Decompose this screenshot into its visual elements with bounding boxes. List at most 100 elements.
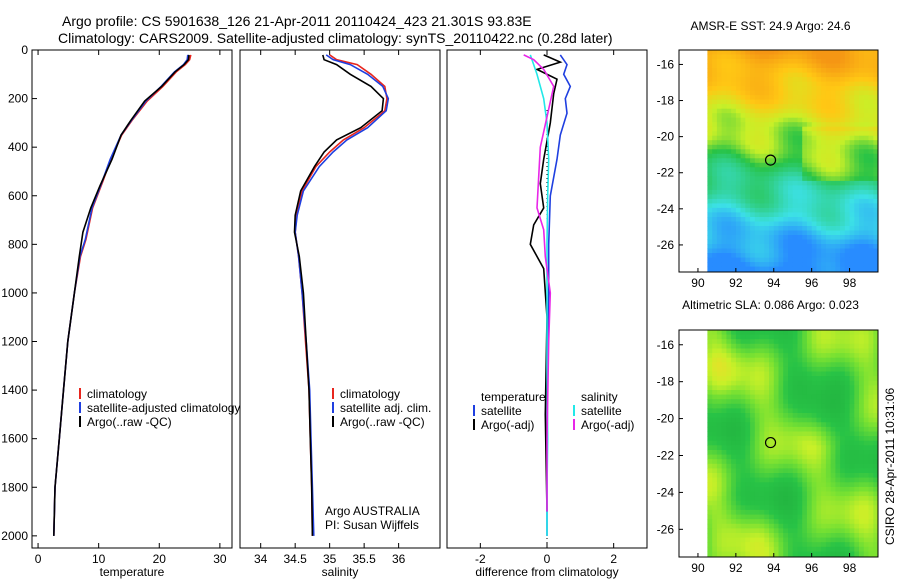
heatmap-cell <box>735 339 742 345</box>
heatmap-cell <box>726 126 732 132</box>
heatmap-cell <box>844 63 850 69</box>
heatmap-cell <box>792 113 798 119</box>
heatmap-cell <box>821 54 827 60</box>
heatmap-cell <box>731 519 737 525</box>
heatmap-cell <box>745 162 751 168</box>
heatmap-cell <box>769 496 775 502</box>
heatmap-cell <box>707 468 713 474</box>
heatmap-cell <box>821 113 827 119</box>
heatmap-cell <box>806 514 813 520</box>
heatmap-cell <box>844 403 850 409</box>
heatmap-cell <box>873 266 878 272</box>
heatmap-cell <box>844 376 850 382</box>
heatmap-cell <box>802 68 808 73</box>
heatmap-cell <box>811 537 817 543</box>
y-tick-label: -22 <box>657 166 675 180</box>
heatmap-cell <box>716 95 723 101</box>
heatmap-cell <box>769 171 775 177</box>
heatmap-cell <box>840 95 846 101</box>
heatmap-cell <box>806 509 813 515</box>
heatmap-cell <box>773 117 779 123</box>
heatmap-cell <box>811 426 817 432</box>
heatmap-cell <box>830 459 836 465</box>
heatmap-cell <box>788 126 794 132</box>
heatmap-cell <box>830 496 836 502</box>
heatmap-cell <box>712 90 718 96</box>
heatmap-cell <box>731 376 737 382</box>
heatmap-cell <box>745 422 751 428</box>
heatmap-cell <box>783 244 789 249</box>
heatmap-cell <box>721 390 727 396</box>
heatmap-cell <box>712 523 718 529</box>
series-line <box>523 54 555 512</box>
heatmap-cell <box>773 212 779 218</box>
heatmap-cell <box>788 519 794 525</box>
heatmap-cell <box>788 445 794 451</box>
heatmap-cell <box>740 450 746 456</box>
heatmap-cell <box>854 257 860 263</box>
heatmap-cell <box>707 253 713 258</box>
heatmap-cell <box>849 230 855 236</box>
heatmap-cell <box>764 244 770 249</box>
heatmap-cell <box>835 198 841 204</box>
heatmap-cell <box>740 230 746 236</box>
heatmap-cell <box>835 422 841 428</box>
heatmap-cell <box>802 171 808 177</box>
heatmap-cell <box>835 122 841 128</box>
heatmap-cell <box>816 334 822 340</box>
heatmap-cell <box>716 99 723 105</box>
x-tick-label: 92 <box>729 561 743 575</box>
heatmap-cell <box>731 408 737 414</box>
heatmap-cell <box>802 144 808 150</box>
heatmap-cell <box>797 194 803 200</box>
heatmap-cell <box>792 348 798 354</box>
heatmap-cell <box>802 343 808 349</box>
heatmap-cell <box>783 403 789 409</box>
heatmap-cell <box>844 417 850 423</box>
heatmap-cell <box>830 135 836 141</box>
heatmap-cell <box>740 509 746 515</box>
heatmap-cell <box>859 343 865 349</box>
heatmap-cell <box>740 59 746 64</box>
heatmap-cell <box>792 459 798 465</box>
heatmap-cell <box>797 167 803 173</box>
heatmap-cell <box>783 486 789 492</box>
heatmap-cell <box>740 90 746 96</box>
heatmap-cell <box>849 212 855 218</box>
heatmap-cell <box>811 162 817 168</box>
heatmap-cell <box>854 454 860 460</box>
heatmap-cell <box>759 505 765 511</box>
heatmap-cell <box>840 366 846 372</box>
heatmap-cell <box>731 162 737 168</box>
heatmap-cell <box>759 408 765 414</box>
heatmap-cell <box>783 144 789 150</box>
heatmap-cell <box>830 99 836 105</box>
heatmap-cell <box>712 519 718 525</box>
heatmap-cell <box>811 144 817 150</box>
heatmap-cell <box>849 546 855 552</box>
heatmap-cell <box>816 90 822 96</box>
heatmap-cell <box>821 207 827 213</box>
heatmap-cell <box>778 413 784 419</box>
heatmap-cell <box>773 445 779 451</box>
heatmap-cell <box>759 533 765 539</box>
heatmap-cell <box>773 514 779 520</box>
heatmap-cell <box>750 454 756 460</box>
legend-entry: temperature <box>481 390 546 404</box>
heatmap-cell <box>835 436 841 442</box>
heatmap-cell <box>854 445 860 451</box>
heatmap-cell <box>811 339 817 345</box>
heatmap-cell <box>735 523 742 529</box>
heatmap-cell <box>792 445 798 451</box>
heatmap-cell <box>844 262 850 268</box>
heatmap-cell <box>735 431 742 437</box>
heatmap-cell <box>849 519 855 525</box>
heatmap-cell <box>716 417 723 423</box>
heatmap-cell <box>764 463 770 469</box>
heatmap-cell <box>764 408 770 414</box>
heatmap-cell <box>806 144 813 150</box>
heatmap-cell <box>863 81 869 87</box>
profile-panel-temperature: 0 10 20 30020040060080010001200140016001800… <box>1 43 240 579</box>
heatmap-cell <box>712 230 718 236</box>
heatmap-cell <box>769 140 775 146</box>
